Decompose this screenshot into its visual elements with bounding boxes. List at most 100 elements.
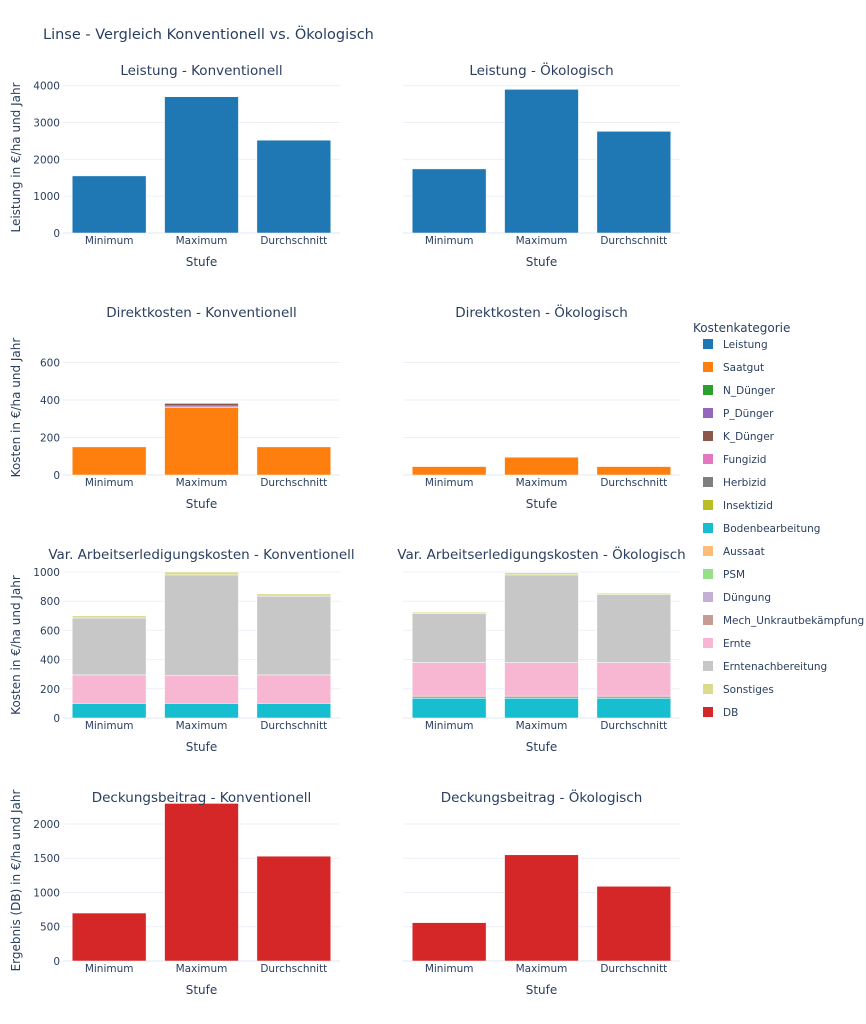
bar-ernte-minimum[interactable] <box>411 662 487 697</box>
legend-swatch <box>703 546 713 556</box>
bar-saatgut-maximum[interactable] <box>504 456 579 476</box>
x-tick-label: Durchschnitt <box>260 477 327 489</box>
legend-label: DB <box>723 707 738 719</box>
bar-sonstiges-maximum[interactable] <box>164 571 239 576</box>
bar-db-durchschnitt[interactable] <box>596 886 672 962</box>
x-tick-label: Maximum <box>176 235 228 247</box>
bar-bodenbearbeitung-minimum[interactable] <box>411 698 487 719</box>
y-tick-label: 1000 <box>33 567 60 579</box>
legend-label: Mech_Unkrautbekämpfung <box>723 615 864 627</box>
subplot-title: Var. Arbeitserledigungskosten - Konventi… <box>48 547 354 563</box>
y-tick-label: 1000 <box>33 887 60 899</box>
legend-item[interactable]: Sonstiges <box>703 684 774 696</box>
x-tick-label: Minimum <box>85 963 134 975</box>
y-axis-label: Leistung in €/ha und Jahr <box>9 82 23 232</box>
bar-ernte-durchschnitt[interactable] <box>256 674 332 704</box>
bar-leistung-durchschnitt[interactable] <box>596 131 672 234</box>
subplot-title: Direktkosten - Ökologisch <box>455 303 628 321</box>
bar-saatgut-durchschnitt[interactable] <box>596 466 672 476</box>
bar-ernte-maximum[interactable] <box>164 675 239 704</box>
legend-item[interactable]: N_Dünger <box>703 385 776 397</box>
y-tick-label: 400 <box>40 395 60 407</box>
x-tick-label: Minimum <box>425 477 474 489</box>
legend-swatch <box>703 431 713 441</box>
bar-leistung-minimum[interactable] <box>411 168 487 234</box>
bar-k-d-nger-maximum[interactable] <box>164 403 239 407</box>
figure-title: Linse - Vergleich Konventionell vs. Ökol… <box>43 25 374 43</box>
bar-db-durchschnitt[interactable] <box>256 855 332 962</box>
legend-item[interactable]: Mech_Unkrautbekämpfung <box>703 615 864 627</box>
bar-db-maximum[interactable] <box>504 854 579 962</box>
bar-sonstiges-minimum[interactable] <box>71 615 147 619</box>
bar-leistung-durchschnitt[interactable] <box>256 139 332 234</box>
bar-mech-unkrautbek-mpfung-maximum[interactable] <box>504 695 579 699</box>
bar-sonstiges-durchschnitt[interactable] <box>256 593 332 597</box>
legend-item[interactable]: K_Dünger <box>703 431 775 443</box>
legend-label: Fungizid <box>723 454 766 466</box>
bar-erntenachbereitung-durchschnitt[interactable] <box>256 595 332 676</box>
y-tick-label: 800 <box>40 596 60 608</box>
bar-bodenbearbeitung-maximum[interactable] <box>164 703 239 719</box>
subplot-1: 0 1000 2000 3000 4000 Minimum Maximum Durchschn… <box>9 63 340 269</box>
bar-bodenbearbeitung-maximum[interactable] <box>504 698 579 719</box>
bar-bodenbearbeitung-minimum[interactable] <box>71 703 147 719</box>
bar-ernte-durchschnitt[interactable] <box>596 662 672 697</box>
bar-saatgut-minimum[interactable] <box>411 466 487 476</box>
bar-saatgut-minimum[interactable] <box>71 446 147 476</box>
legend-item[interactable]: P_Dünger <box>703 408 774 420</box>
bar-mech-unkrautbek-mpfung-durchschnitt[interactable] <box>596 695 672 699</box>
legend-item[interactable]: Leistung <box>703 339 768 351</box>
x-tick-label: Minimum <box>425 963 474 975</box>
subplot-title: Direktkosten - Konventionell <box>106 305 297 321</box>
x-tick-label: Maximum <box>176 477 228 489</box>
legend-item[interactable]: Fungizid <box>703 454 766 466</box>
bar-saatgut-durchschnitt[interactable] <box>256 446 332 476</box>
bar-leistung-maximum[interactable] <box>504 89 579 234</box>
x-tick-label: Minimum <box>85 235 134 247</box>
bar-db-minimum[interactable] <box>411 922 487 962</box>
legend-item[interactable]: Düngung <box>703 592 771 604</box>
bar-sonstiges-durchschnitt[interactable] <box>596 592 672 595</box>
bar-sonstiges-minimum[interactable] <box>411 611 487 614</box>
bar-erntenachbereitung-maximum[interactable] <box>164 574 239 676</box>
y-tick-label: 0 <box>53 228 60 240</box>
legend-label: Herbizid <box>723 477 766 489</box>
legend-item[interactable]: DB <box>703 707 738 719</box>
legend-item[interactable]: Herbizid <box>703 477 766 489</box>
bar-erntenachbereitung-minimum[interactable] <box>411 613 487 663</box>
bar-leistung-maximum[interactable] <box>164 96 239 234</box>
bar-mech-unkrautbek-mpfung-minimum[interactable] <box>411 695 487 699</box>
bar-ernte-maximum[interactable] <box>504 662 579 697</box>
bar-saatgut-maximum[interactable] <box>164 407 239 476</box>
x-axis-label: Stufe <box>186 255 218 269</box>
legend-label: PSM <box>723 569 745 581</box>
bar-bodenbearbeitung-durchschnitt[interactable] <box>596 698 672 719</box>
y-tick-label: 400 <box>40 655 60 667</box>
legend-item[interactable]: Ernte <box>703 638 751 650</box>
bar-db-maximum[interactable] <box>164 803 239 962</box>
bar-bodenbearbeitung-durchschnitt[interactable] <box>256 703 332 719</box>
x-axis-label: Stufe <box>526 255 558 269</box>
x-tick-label: Maximum <box>516 720 568 732</box>
bar-erntenachbereitung-minimum[interactable] <box>71 617 147 676</box>
bar-erntenachbereitung-maximum[interactable] <box>504 574 579 663</box>
bar-sonstiges-maximum[interactable] <box>504 572 579 576</box>
legend-item[interactable]: Aussaat <box>703 546 765 558</box>
legend-item[interactable]: Saatgut <box>703 362 764 374</box>
legend-label: Leistung <box>723 339 768 351</box>
y-tick-label: 600 <box>40 625 60 637</box>
legend: Kostenkategorie Leistung Saatgut N_Dünger P… <box>693 321 864 719</box>
legend-item[interactable]: PSM <box>703 569 745 581</box>
legend-item[interactable]: Bodenbearbeitung <box>703 523 820 535</box>
legend-item[interactable]: Erntenachbereitung <box>703 661 827 673</box>
bar-leistung-minimum[interactable] <box>71 175 147 234</box>
legend-item[interactable]: Insektizid <box>703 500 773 512</box>
legend-label: N_Dünger <box>723 385 776 397</box>
bar-erntenachbereitung-durchschnitt[interactable] <box>596 594 672 663</box>
subplot-title: Leistung - Ökologisch <box>469 61 613 79</box>
bar-ernte-minimum[interactable] <box>71 674 147 704</box>
bar-herbizid-maximum[interactable] <box>164 402 239 404</box>
bar-db-minimum[interactable] <box>71 912 147 962</box>
subplot-3: 0 200 400 600 Minimum Maximum Durchschnitt Stuf… <box>9 305 340 511</box>
x-tick-label: Maximum <box>176 963 228 975</box>
